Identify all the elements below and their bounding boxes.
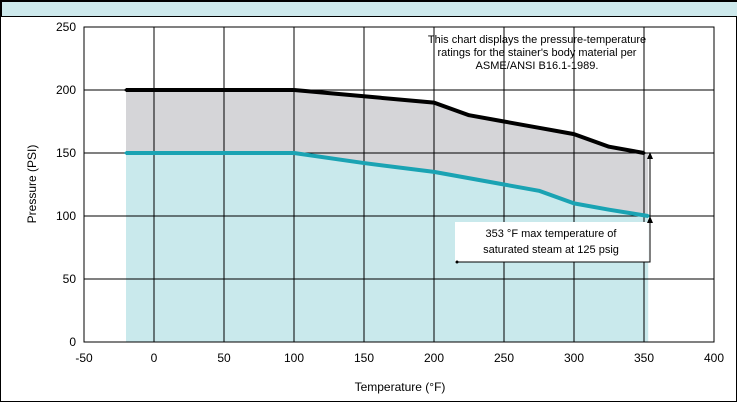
steam-callout-box	[455, 222, 648, 262]
y-tick-label: 100	[56, 209, 76, 223]
data-point-lower	[537, 189, 541, 193]
series-layer	[124, 88, 650, 218]
x-tick-label: -50	[75, 351, 93, 365]
y-axis-label: Pressure (PSI)	[25, 145, 39, 224]
lower-area	[126, 153, 649, 342]
steam-callout: 353 °F max temperature of saturated stea…	[455, 152, 653, 264]
data-point-upper	[124, 88, 128, 92]
data-point-upper	[607, 145, 611, 149]
x-tick-label: 300	[564, 351, 584, 365]
data-point-upper	[292, 88, 296, 92]
description-note: This chart displays the pressure-tempera…	[428, 34, 646, 72]
y-tick-label: 50	[63, 272, 77, 286]
x-tick-label: 50	[217, 351, 231, 365]
arrowhead-lower	[647, 216, 653, 223]
description-note-line-3: ASME/ANSI B16.1-1989.	[476, 60, 599, 72]
description-note-line-2: ratings for the stainer's body material …	[438, 47, 637, 59]
steam-callout-line-2: saturated steam at 125 psig	[483, 244, 619, 256]
steam-callout-leader	[456, 158, 651, 263]
x-axis-label: Temperature (°F)	[355, 380, 446, 394]
x-tick-label: 350	[634, 351, 654, 365]
x-tick-label: 250	[494, 351, 514, 365]
data-point-upper	[467, 113, 471, 117]
data-point-lower	[292, 151, 296, 155]
data-point-lower	[432, 170, 436, 174]
description-note-line-1: This chart displays the pressure-tempera…	[428, 34, 646, 46]
data-point-lower	[124, 151, 128, 155]
tick-label-layer: -50 0 50 100 150 200 250 300 350 400 0 50 100 150 200 2…	[56, 20, 724, 365]
data-point-lower	[607, 208, 611, 212]
x-tick-label: 100	[284, 351, 304, 365]
data-point-lower	[362, 161, 366, 165]
steam-callout-line-1: 353 °F max temperature of	[486, 228, 618, 240]
data-point-upper	[502, 120, 506, 123]
y-tick-label: 200	[56, 83, 76, 97]
x-tick-label: 200	[424, 351, 444, 365]
series-line-upper	[126, 88, 645, 155]
arrowhead-upper	[647, 152, 653, 159]
data-point-upper	[642, 151, 646, 155]
data-point-upper	[537, 126, 541, 130]
y-tick-label: 0	[69, 335, 76, 349]
data-point-lower	[646, 214, 650, 218]
data-point-lower	[572, 201, 576, 205]
y-tick-label: 150	[56, 146, 76, 160]
plot-border	[83, 26, 715, 343]
header-band	[1, 1, 737, 17]
data-point-upper	[362, 94, 366, 98]
x-tick-label: 150	[354, 351, 374, 365]
data-point-upper	[572, 132, 576, 136]
y-tick-label: 250	[56, 20, 76, 34]
data-point-upper	[432, 101, 436, 105]
data-point-lower	[502, 183, 506, 186]
leader-start-dot	[455, 260, 459, 264]
x-tick-label: 400	[704, 351, 724, 365]
x-tick-label: 0	[151, 351, 158, 365]
